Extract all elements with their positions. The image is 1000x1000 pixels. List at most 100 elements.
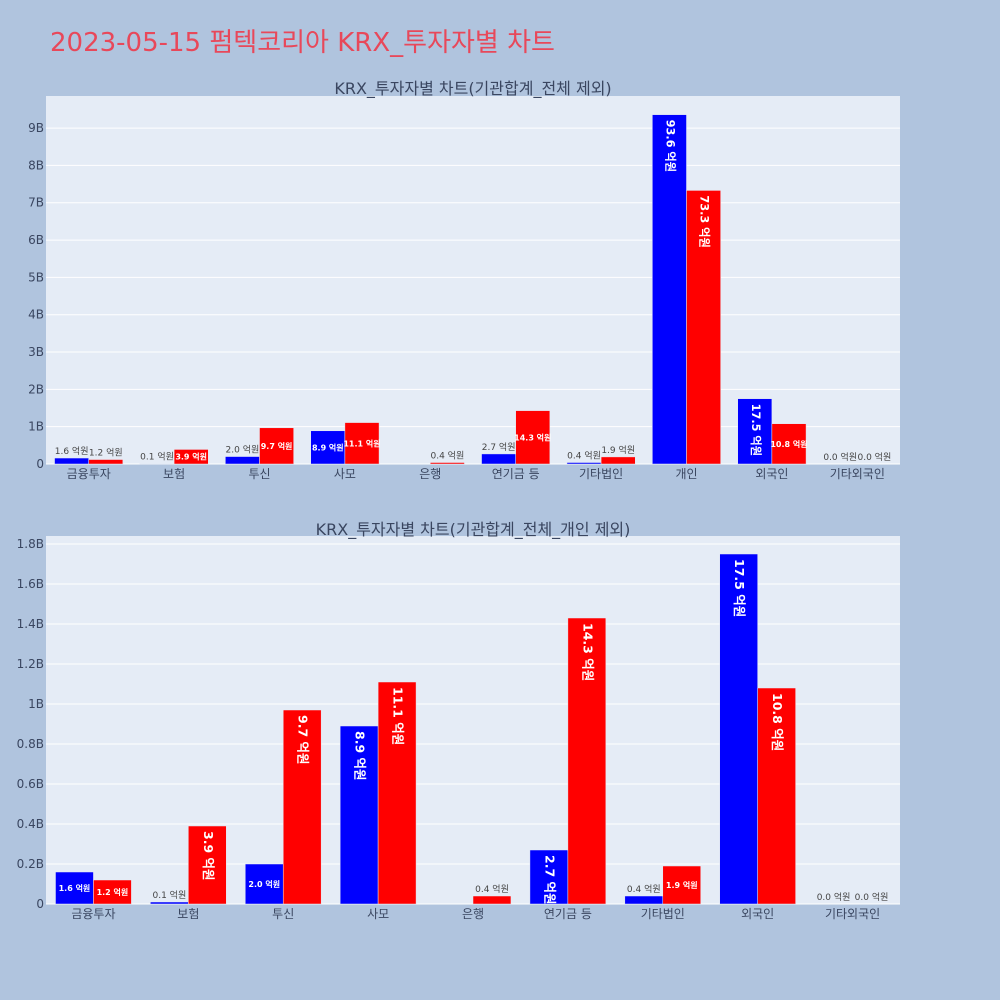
bar-buy <box>339 725 379 905</box>
data-label: 10.8 억원 <box>770 693 785 751</box>
bar-buy <box>310 430 346 465</box>
bar-buy <box>245 863 284 905</box>
data-label: 0.0 억원 <box>855 891 889 903</box>
data-label: 73.3 억원 <box>698 195 712 247</box>
y-tick-label: 3B <box>28 345 44 359</box>
bar-buy <box>150 901 189 905</box>
bar-buy <box>225 456 260 465</box>
x-tick-label: 사모 <box>367 907 389 921</box>
data-label: 2.0 억원 <box>248 879 280 889</box>
data-label: 8.9 억원 <box>353 731 368 781</box>
bar-sell <box>686 190 721 465</box>
y-tick-label: 1B <box>28 697 44 711</box>
data-label: 0.0 억원 <box>817 891 851 903</box>
x-tick-label: 보험 <box>177 907 199 921</box>
bar-buy <box>566 462 602 465</box>
bar-sell <box>600 456 636 465</box>
y-tick-label: 1.4B <box>17 617 44 631</box>
data-label: 11.1 억원 <box>391 687 406 745</box>
data-label: 14.3 억원 <box>514 432 551 442</box>
y-tick-label: 0 <box>36 457 44 471</box>
x-tick-label: 외국인 <box>755 467 788 481</box>
chart-1: KRX_투자자별 차트(기관합계_전체 제외) 0 1B 2B 3B 4B 5B 6B 7B 8B… <box>28 79 900 481</box>
y-tick-label: 7B <box>28 196 44 210</box>
chart-2: KRX_투자자별 차트(기관합계_전체_개인 제외) 0 0.2B 0.4B 0.6B 0… <box>17 520 900 921</box>
data-label: 1.9 억원 <box>601 444 635 456</box>
data-label: 0.0 억원 <box>823 451 857 463</box>
bar-buy <box>737 398 773 465</box>
y-tick-label: 0.8B <box>17 737 44 751</box>
data-label: 93.6 억원 <box>663 120 677 172</box>
x-tick-label: 투신 <box>248 467 270 481</box>
x-tick-label: 보험 <box>163 467 185 481</box>
x-tick-label: 개인 <box>675 467 697 481</box>
bar-sell <box>377 681 417 905</box>
x-tick-label: 기타법인 <box>579 467 623 481</box>
x-tick-label: 기타외국인 <box>830 467 885 481</box>
data-label: 0.4 억원 <box>567 450 601 462</box>
data-label: 1.6 억원 <box>59 883 91 893</box>
data-label: 17.5 억원 <box>749 404 763 456</box>
data-label: 1.2 억원 <box>97 887 129 897</box>
chart-title: KRX_투자자별 차트(기관합계_전체_개인 제외) <box>316 520 631 540</box>
data-label: 14.3 억원 <box>580 623 595 681</box>
data-label: 0.4 억원 <box>627 883 661 895</box>
y-tick-label: 5B <box>28 270 44 284</box>
bar-buy <box>481 453 516 465</box>
data-label: 8.9 억원 <box>312 442 344 452</box>
bar-sell <box>173 449 209 465</box>
data-label: 0.0 억원 <box>858 451 892 463</box>
bar-sell <box>662 865 701 905</box>
data-label: 10.8 억원 <box>770 439 807 449</box>
data-label: 11.1 억원 <box>343 438 380 448</box>
x-tick-label: 연기금 등 <box>492 467 540 481</box>
x-tick-label: 사모 <box>334 467 356 481</box>
data-label: 3.9 억원 <box>175 452 207 462</box>
data-label: 17.5 억원 <box>732 559 747 617</box>
data-label: 1.6 억원 <box>55 445 89 457</box>
bar-buy <box>54 457 89 465</box>
data-label: 3.9 억원 <box>201 831 216 881</box>
data-label: 0.4 억원 <box>475 883 509 895</box>
bar-sell <box>757 687 796 905</box>
bar-sell <box>344 422 380 465</box>
y-tick-label: 0 <box>36 897 44 911</box>
y-tick-label: 1.8B <box>17 537 44 551</box>
y-tick-label: 1.2B <box>17 657 44 671</box>
bar-sell <box>771 423 807 465</box>
data-label: 0.4 억원 <box>431 450 465 462</box>
y-tick-label: 8B <box>28 158 44 172</box>
bar-sell <box>259 427 294 465</box>
y-tick-label: 2B <box>28 382 44 396</box>
x-tick-label: 투신 <box>272 907 294 921</box>
data-label: 1.9 억원 <box>666 880 698 890</box>
y-tick-label: 1.6B <box>17 577 44 591</box>
page-title: 2023-05-15 펌텍코리아 KRX_투자자별 차트 <box>50 28 555 58</box>
x-tick-label: 연기금 등 <box>544 907 592 921</box>
data-label: 2.7 억원 <box>482 441 516 453</box>
bar-buy <box>652 114 687 465</box>
data-label: 0.1 억원 <box>140 451 174 463</box>
x-tick-label: 은행 <box>419 466 441 481</box>
y-tick-label: 9B <box>28 121 44 135</box>
bar-buy <box>624 895 664 905</box>
bar-sell <box>567 617 607 905</box>
data-label: 1.2 억원 <box>89 447 123 459</box>
bar-buy <box>719 553 758 905</box>
data-label: 0.1 억원 <box>152 889 186 901</box>
bar-sell <box>282 709 322 905</box>
y-tick-label: 0.2B <box>17 857 44 871</box>
y-tick-label: 1B <box>28 420 44 434</box>
data-label: 9.7 억원 <box>261 441 293 451</box>
y-tick-label: 0.4B <box>17 817 44 831</box>
x-tick-label: 기타외국인 <box>825 907 880 921</box>
bar-sell <box>472 895 512 905</box>
y-tick-label: 6B <box>28 233 44 247</box>
y-tick-label: 4B <box>28 308 44 322</box>
x-tick-label: 은행 <box>462 906 484 921</box>
bar-sell <box>430 462 465 465</box>
bar-sell <box>515 410 551 465</box>
data-label: 9.7 억원 <box>296 715 311 765</box>
bar-sell <box>93 879 132 905</box>
